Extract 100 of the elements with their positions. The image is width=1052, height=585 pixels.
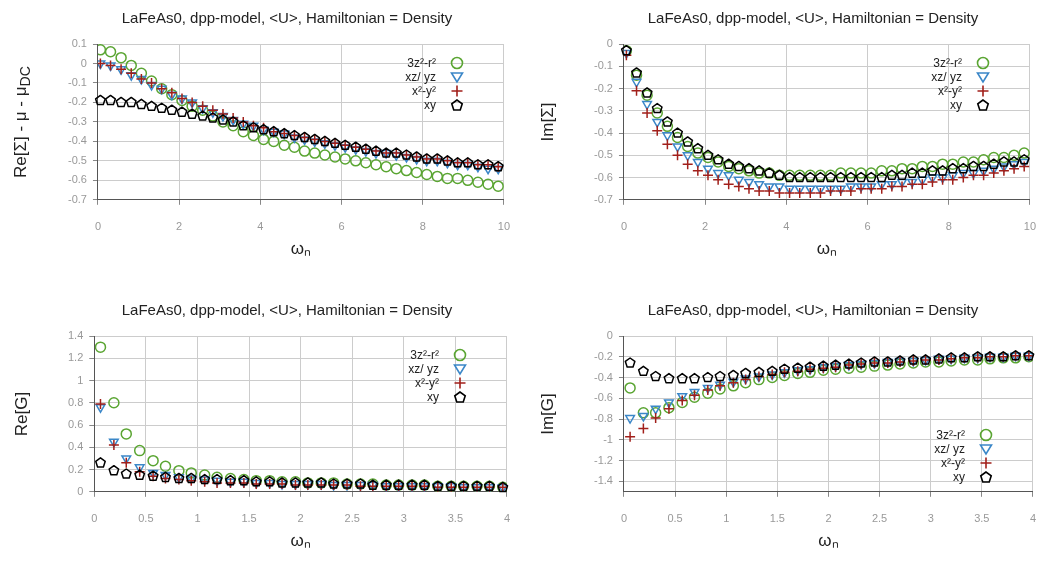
x-tick-label: 3 bbox=[400, 512, 407, 525]
point bbox=[661, 120, 674, 133]
x-tick-label: 4 bbox=[783, 220, 790, 233]
point bbox=[642, 100, 653, 110]
point bbox=[702, 165, 714, 175]
x-tick-label: 6 bbox=[338, 220, 345, 233]
y-tick-label: -1 bbox=[603, 432, 613, 445]
point bbox=[743, 178, 755, 188]
point bbox=[988, 151, 1000, 164]
point bbox=[125, 59, 137, 72]
point bbox=[120, 428, 133, 440]
point bbox=[370, 149, 382, 159]
y-tick-label: -0.4 bbox=[593, 126, 613, 139]
point bbox=[441, 172, 454, 185]
point bbox=[947, 174, 959, 186]
point bbox=[896, 180, 908, 193]
x-tick-label: 0.5 bbox=[667, 512, 683, 525]
y-tick-label: 1.4 bbox=[67, 329, 84, 342]
legend-label: x²-y² bbox=[411, 84, 436, 98]
point bbox=[126, 71, 137, 81]
point bbox=[845, 167, 857, 179]
point bbox=[349, 155, 362, 167]
legend-label: 3z²-r² bbox=[410, 348, 439, 362]
point bbox=[625, 414, 636, 424]
point bbox=[134, 464, 145, 474]
point bbox=[105, 94, 117, 106]
point bbox=[198, 469, 211, 481]
x-tick-label: 8 bbox=[945, 220, 952, 233]
y-tick-label: -0.1 bbox=[67, 75, 87, 88]
point bbox=[370, 159, 382, 171]
point bbox=[773, 187, 786, 199]
point bbox=[120, 457, 133, 469]
x-tick-label: 0 bbox=[91, 512, 98, 525]
y-tick-label: 0.8 bbox=[67, 395, 84, 408]
point bbox=[108, 464, 120, 476]
point bbox=[988, 158, 1000, 169]
point bbox=[94, 341, 107, 353]
point bbox=[865, 167, 877, 179]
point bbox=[663, 372, 675, 384]
point bbox=[815, 185, 826, 195]
legend-label: 3z²-r² bbox=[936, 427, 965, 442]
point bbox=[421, 168, 433, 181]
point bbox=[1008, 162, 1020, 175]
point bbox=[94, 398, 107, 410]
point bbox=[651, 125, 663, 137]
point bbox=[637, 422, 650, 435]
point bbox=[186, 100, 198, 113]
point bbox=[967, 160, 979, 172]
x-tick-label: 4 bbox=[257, 220, 264, 233]
point bbox=[753, 366, 765, 378]
point bbox=[360, 157, 372, 169]
point bbox=[166, 104, 178, 116]
point bbox=[906, 167, 918, 178]
point bbox=[682, 152, 693, 162]
point bbox=[671, 131, 684, 144]
point bbox=[125, 67, 137, 79]
point bbox=[1018, 153, 1030, 165]
point bbox=[308, 147, 321, 159]
point bbox=[186, 108, 198, 119]
point bbox=[876, 180, 887, 190]
point bbox=[135, 98, 147, 110]
point bbox=[630, 84, 643, 97]
point bbox=[637, 365, 649, 377]
y-tick-label: -1.2 bbox=[593, 453, 613, 466]
point bbox=[652, 118, 663, 128]
legend-label: x²-y² bbox=[414, 376, 439, 390]
y-tick-label: 0.1 bbox=[71, 37, 87, 50]
point bbox=[207, 108, 218, 118]
point bbox=[121, 455, 132, 465]
point bbox=[1008, 149, 1020, 162]
point bbox=[173, 464, 185, 477]
point bbox=[937, 165, 949, 176]
point bbox=[845, 183, 856, 193]
point bbox=[133, 444, 146, 457]
point bbox=[692, 147, 704, 159]
legend-label: xy bbox=[952, 469, 965, 484]
point bbox=[778, 363, 790, 375]
point bbox=[146, 100, 158, 112]
point bbox=[855, 167, 867, 179]
point bbox=[663, 399, 675, 409]
point bbox=[120, 468, 132, 479]
point bbox=[482, 178, 494, 190]
y-tick-label: 0 bbox=[606, 37, 613, 50]
point bbox=[661, 116, 673, 127]
point bbox=[957, 156, 970, 168]
point bbox=[988, 165, 999, 175]
point bbox=[237, 116, 250, 128]
point bbox=[207, 104, 219, 116]
point bbox=[805, 185, 816, 195]
x-tick-label: 2 bbox=[176, 220, 183, 233]
legend-label: x²-y² bbox=[937, 84, 962, 98]
point bbox=[794, 185, 805, 195]
y-tick-label: -0.2 bbox=[593, 349, 613, 362]
point bbox=[94, 457, 106, 468]
chart-title: LaFeAs0, dpp-model, <U>, Hamiltonian = Density bbox=[121, 301, 453, 319]
point bbox=[967, 156, 980, 168]
point bbox=[845, 185, 857, 197]
point bbox=[1008, 156, 1020, 167]
point bbox=[1008, 160, 1020, 170]
point bbox=[661, 138, 674, 150]
